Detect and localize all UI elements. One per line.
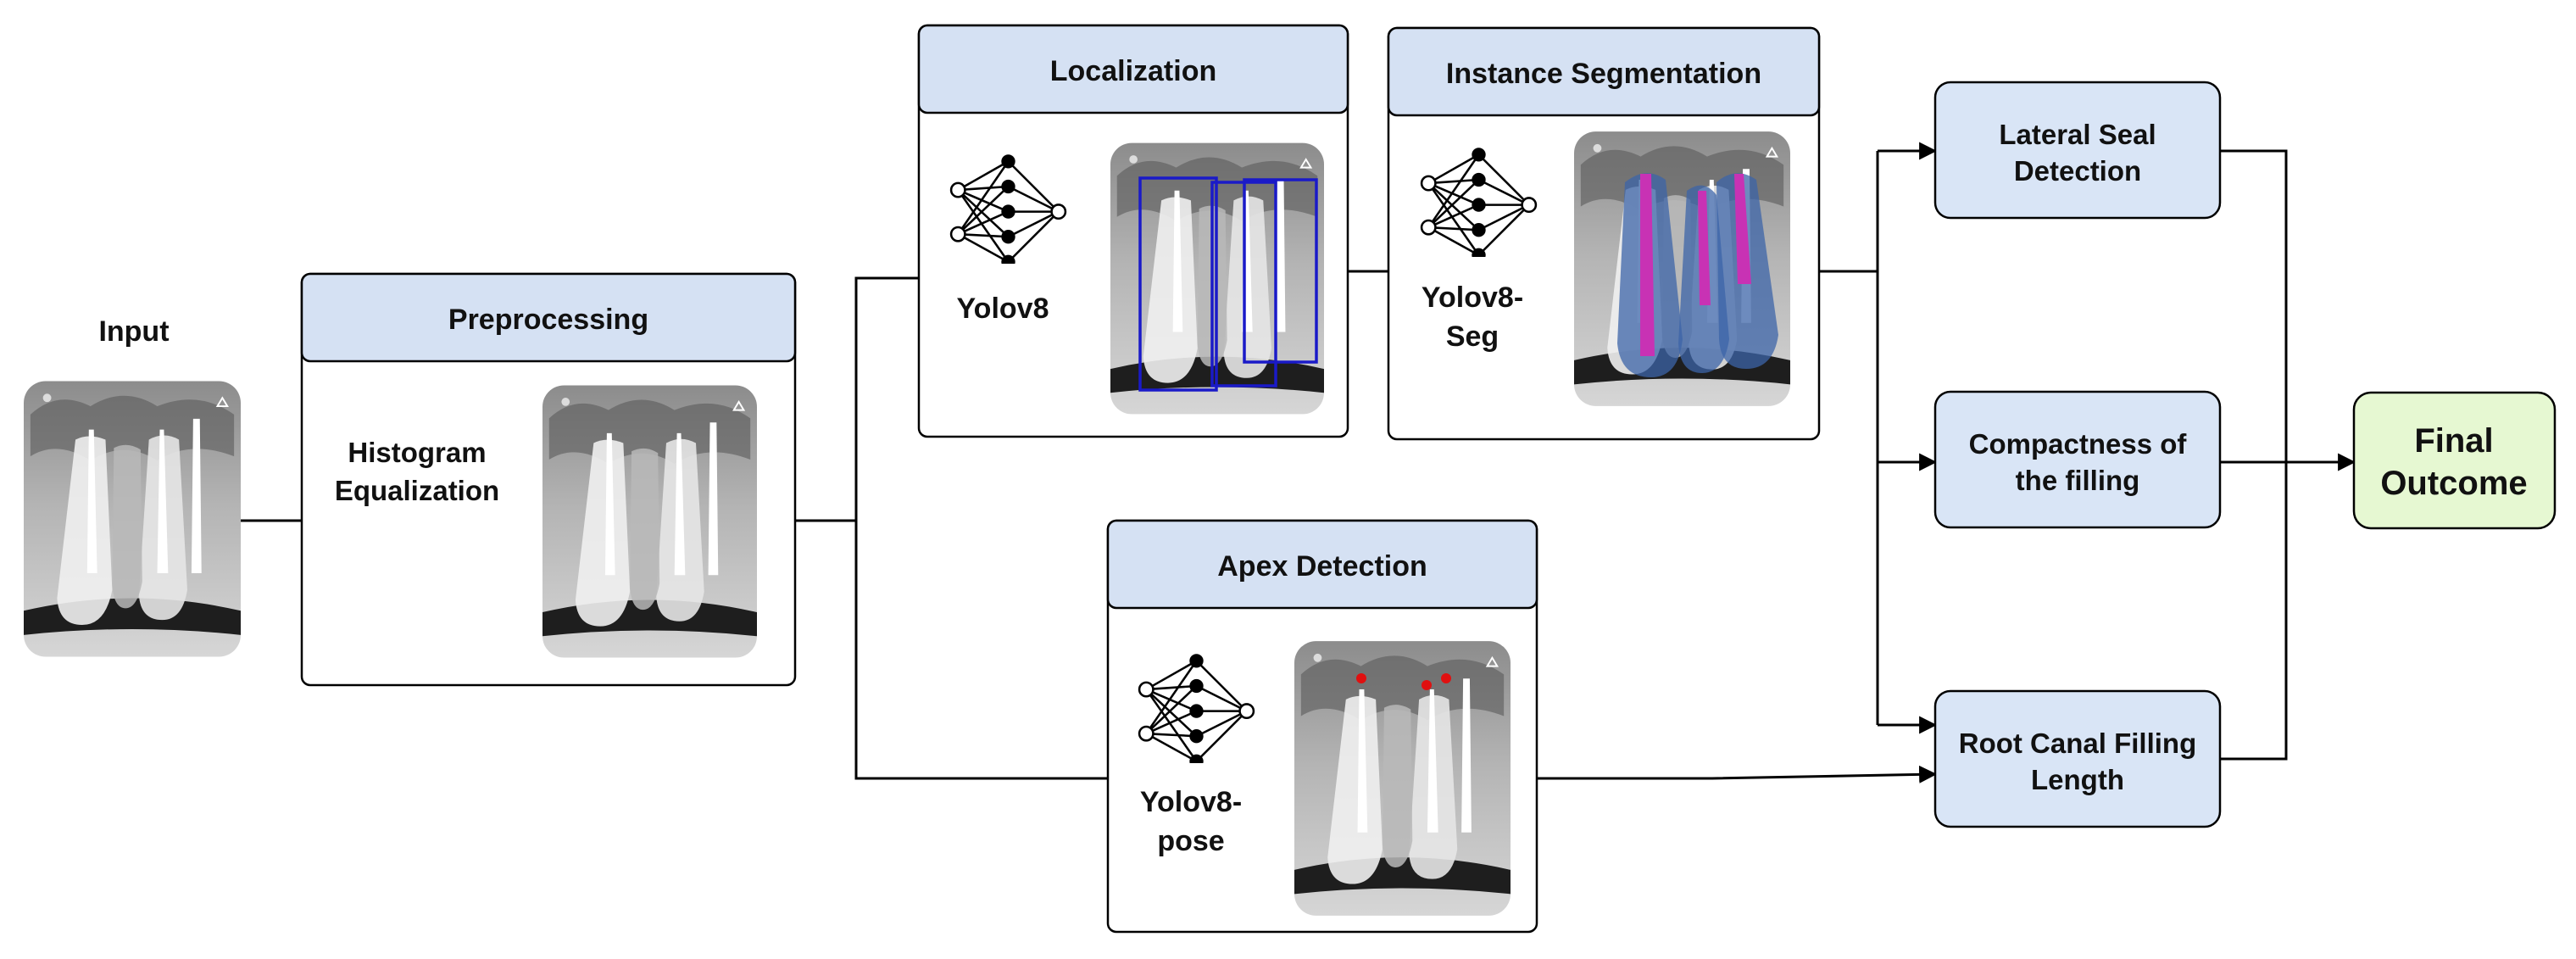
canal-mask: [1734, 174, 1751, 284]
lateral-seal-label: Lateral Seal: [1999, 119, 2156, 150]
apex-detection-box: Apex Detection Yolov8- pose: [1106, 519, 1538, 934]
compactness-label: the filling: [2016, 465, 2140, 496]
apex-point: [1422, 680, 1432, 690]
final-outcome-label: Final: [2414, 422, 2493, 460]
arrow-apex-to-root-canal-length: [1505, 765, 1938, 783]
segmentation-title: Instance Segmentation: [1446, 58, 1761, 90]
canal-mask: [1698, 191, 1711, 305]
line-outputs-merge: [2220, 149, 2288, 761]
xray-image-icon: [542, 384, 757, 659]
final-outcome-box: Final Outcome: [2352, 391, 2557, 530]
segmentation-masks: [1617, 173, 1778, 377]
bounding-box: [1243, 178, 1318, 364]
output-lateral-seal: Lateral Seal Detection: [1933, 81, 2222, 220]
final-outcome-label: Outcome: [2380, 465, 2527, 502]
input-stage: Input: [24, 315, 241, 658]
canal-mask: [1640, 174, 1655, 356]
segmentation-model: Yolov8-: [1422, 282, 1523, 314]
preprocessing-box: Preprocessing Histogram Equalization: [300, 272, 797, 687]
output-compactness: Compactness of the filling: [1933, 390, 2222, 529]
compactness-label: Compactness of: [1969, 428, 2188, 460]
localization-box: Localization Yolov8: [917, 24, 1349, 438]
lateral-seal-label: Detection: [2014, 155, 2141, 187]
segmentation-model: Seg: [1446, 321, 1499, 353]
segmentation-box: Instance Segmentation Yolov8- Seg: [1387, 26, 1821, 441]
apex-point: [1441, 673, 1451, 683]
root-canal-length-label: Root Canal Filling: [1959, 728, 2196, 759]
preprocessing-method: Equalization: [335, 475, 499, 506]
bounding-box: [1138, 176, 1218, 392]
apex-point: [1356, 673, 1366, 683]
localization-model: Yolov8: [957, 293, 1049, 325]
apex-points: [1356, 673, 1451, 690]
localization-title: Localization: [1050, 55, 1216, 87]
apex-detection-model: pose: [1157, 825, 1224, 857]
preprocessing-title: Preprocessing: [448, 304, 648, 336]
segmentation-header: [1387, 26, 1821, 117]
apex-detection-title: Apex Detection: [1217, 550, 1427, 583]
preprocessing-method: Histogram: [348, 437, 486, 468]
output-root-canal-length: Root Canal Filling Length: [1933, 689, 2222, 828]
xray-image-icon: [24, 380, 241, 658]
preprocessing-header: [300, 272, 797, 363]
input-title: Input: [98, 315, 169, 348]
apex-detection-model: Yolov8-: [1140, 786, 1242, 818]
apex-detection-header: [1106, 519, 1538, 610]
bounding-boxes: [1138, 176, 1318, 392]
root-canal-length-label: Length: [2031, 764, 2124, 795]
localization-header: [917, 24, 1349, 114]
xray-image-icon: [1294, 640, 1511, 917]
